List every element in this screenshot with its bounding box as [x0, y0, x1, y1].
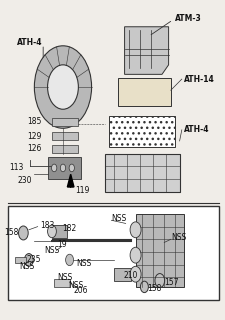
Text: 113: 113	[9, 164, 23, 172]
Text: 185: 185	[28, 117, 42, 126]
Text: 182: 182	[62, 224, 76, 233]
Text: NSS: NSS	[19, 262, 34, 271]
Circle shape	[60, 164, 66, 172]
Text: 206: 206	[74, 285, 88, 295]
Circle shape	[130, 222, 141, 238]
Bar	[54, 279, 70, 287]
Polygon shape	[109, 116, 175, 147]
Circle shape	[52, 164, 57, 172]
Circle shape	[47, 225, 56, 238]
Text: NSS: NSS	[171, 233, 186, 242]
Text: 157: 157	[164, 278, 179, 287]
Text: 119: 119	[75, 186, 90, 195]
Text: ATH-4: ATH-4	[184, 125, 209, 134]
Bar	[52, 132, 78, 140]
Text: 126: 126	[28, 144, 42, 153]
Text: 19: 19	[57, 240, 67, 249]
Polygon shape	[125, 27, 169, 74]
Text: 158: 158	[148, 284, 162, 293]
Circle shape	[130, 266, 141, 282]
Text: NSS: NSS	[68, 281, 84, 290]
Bar	[15, 257, 26, 263]
Text: NSS: NSS	[44, 246, 60, 255]
Circle shape	[25, 253, 33, 266]
Text: NSS: NSS	[111, 214, 127, 223]
Bar	[8, 206, 219, 300]
Bar	[52, 118, 78, 126]
Circle shape	[155, 274, 165, 288]
Circle shape	[130, 247, 141, 263]
Text: 210: 210	[124, 271, 138, 280]
Text: 235: 235	[27, 255, 41, 264]
Circle shape	[18, 226, 28, 240]
Text: ATM-3: ATM-3	[175, 14, 202, 23]
Text: 158: 158	[4, 228, 19, 237]
Bar	[47, 157, 81, 179]
Bar	[114, 268, 131, 281]
Polygon shape	[67, 174, 74, 187]
Circle shape	[47, 65, 78, 109]
Bar	[52, 225, 67, 238]
Polygon shape	[118, 77, 171, 106]
Polygon shape	[105, 154, 180, 192]
Circle shape	[69, 164, 74, 172]
Text: 183: 183	[40, 220, 54, 229]
Bar	[52, 145, 78, 153]
Text: 230: 230	[18, 176, 32, 185]
Text: NSS: NSS	[57, 273, 73, 282]
Circle shape	[66, 254, 74, 266]
Circle shape	[34, 46, 92, 128]
Text: ATH-14: ATH-14	[184, 75, 215, 84]
Polygon shape	[136, 214, 184, 287]
Circle shape	[140, 281, 148, 292]
Text: NSS: NSS	[76, 259, 91, 268]
Text: ATH-4: ATH-4	[17, 38, 42, 47]
Text: 129: 129	[28, 132, 42, 141]
